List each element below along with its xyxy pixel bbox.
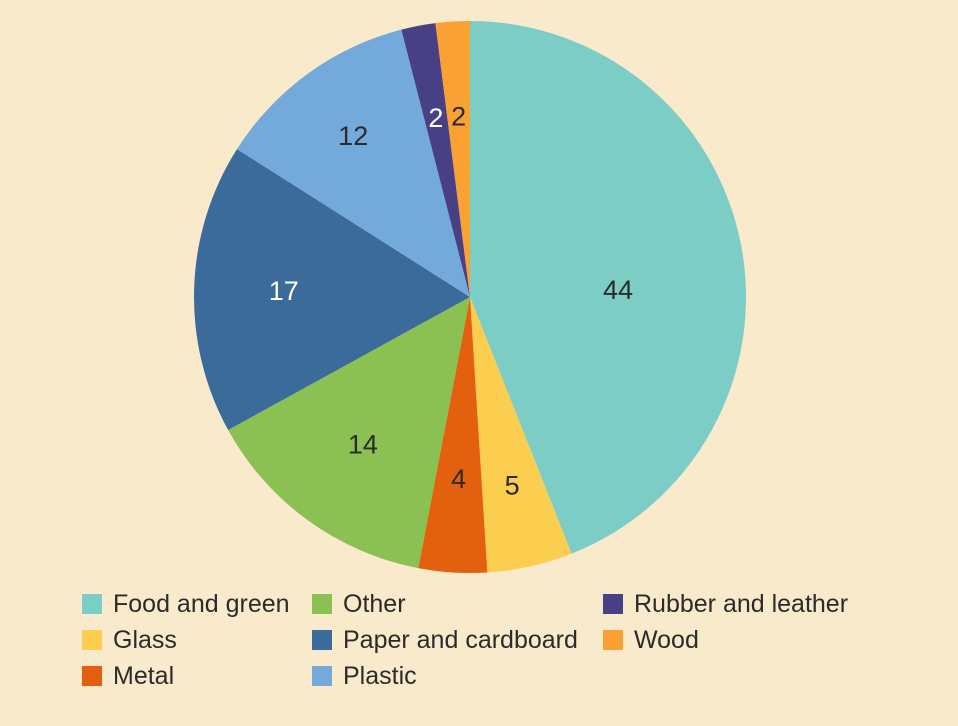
slice-value-label-plastic: 12 xyxy=(338,121,368,151)
legend-item-metal[interactable]: Metal xyxy=(82,661,312,690)
legend-item-glass[interactable]: Glass xyxy=(82,625,312,654)
pie-slice-plastic[interactable] xyxy=(236,29,470,297)
legend-swatch-icon xyxy=(603,594,623,614)
chart-legend: Food and green Glass Metal Other Paper and c… xyxy=(82,586,942,694)
slice-value-label-rubber-and-leather: 2 xyxy=(428,103,443,133)
legend-label: Rubber and leather xyxy=(634,589,849,618)
pie-slice-wood[interactable] xyxy=(435,21,470,297)
legend-swatch-icon xyxy=(82,666,102,686)
legend-swatch-icon xyxy=(312,630,332,650)
legend-label: Other xyxy=(343,589,406,618)
legend-label: Glass xyxy=(113,625,177,654)
legend-label: Food and green xyxy=(113,589,290,618)
legend-item-rubber-and-leather[interactable]: Rubber and leather xyxy=(603,589,942,618)
legend-item-paper-and-cardboard[interactable]: Paper and cardboard xyxy=(312,625,603,654)
slice-value-label-other: 14 xyxy=(348,429,378,459)
legend-swatch-icon xyxy=(312,666,332,686)
legend-swatch-icon xyxy=(603,630,623,650)
slice-value-label-metal: 4 xyxy=(451,464,466,494)
legend-label: Plastic xyxy=(343,661,417,690)
pie-slice-glass[interactable] xyxy=(470,297,572,573)
pie-slice-food-and-green[interactable] xyxy=(470,21,747,554)
legend-item-food-and-green[interactable]: Food and green xyxy=(82,589,312,618)
slice-value-label-wood: 2 xyxy=(451,102,466,132)
legend-swatch-icon xyxy=(82,594,102,614)
pie-slice-metal[interactable] xyxy=(418,297,488,574)
legend-item-wood[interactable]: Wood xyxy=(603,625,942,654)
slice-value-label-paper-and-cardboard: 17 xyxy=(269,276,299,306)
legend-item-other[interactable]: Other xyxy=(312,589,603,618)
pie-slice-rubber-and-leather[interactable] xyxy=(401,23,470,298)
legend-label: Wood xyxy=(634,625,699,654)
legend-label: Metal xyxy=(113,661,175,690)
pie-slice-paper-and-cardboard[interactable] xyxy=(194,149,470,430)
slice-value-label-glass: 5 xyxy=(505,471,520,501)
legend-item-plastic[interactable]: Plastic xyxy=(312,661,603,690)
legend-swatch-icon xyxy=(312,594,332,614)
pie-slice-other[interactable] xyxy=(228,297,470,569)
legend-label: Paper and cardboard xyxy=(343,625,578,654)
slice-value-label-food-and-green: 44 xyxy=(603,275,633,305)
legend-swatch-icon xyxy=(82,630,102,650)
